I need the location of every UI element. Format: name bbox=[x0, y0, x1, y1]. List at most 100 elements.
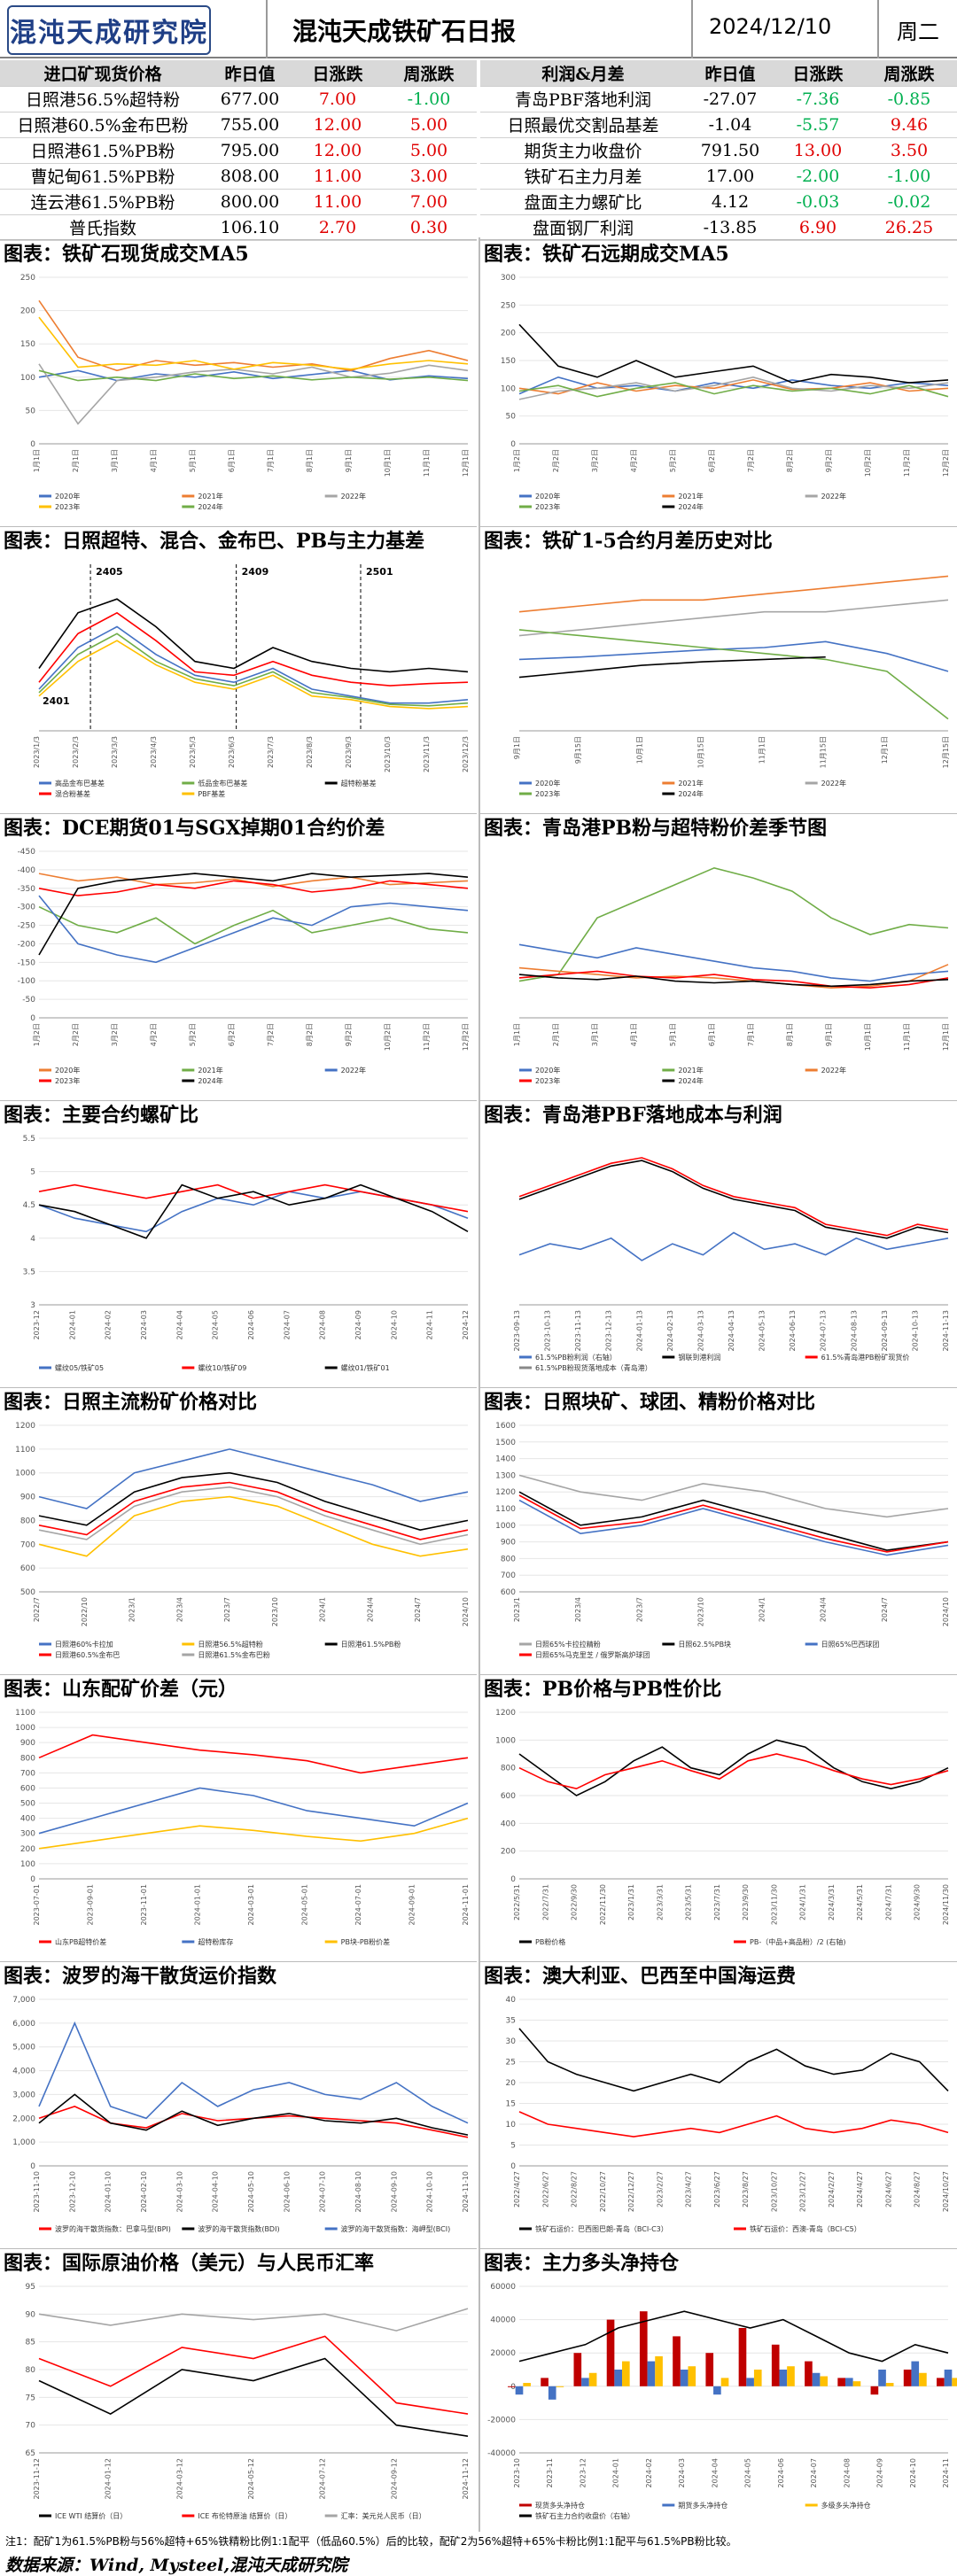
legend-label: 2021年 bbox=[198, 492, 222, 500]
bar bbox=[952, 2378, 957, 2386]
legend-label: 2022年 bbox=[821, 1066, 846, 1075]
legend-label: ICE WTI 结算价（日） bbox=[55, 2511, 127, 2520]
x-tick-label: 2023/4 bbox=[574, 1597, 582, 1622]
series-line bbox=[518, 376, 949, 400]
series-line bbox=[518, 1499, 949, 1556]
row-day-change: 12.00 bbox=[294, 112, 381, 138]
chart-panel: 图表：日照主流粉矿价格对比 500 600 700 800 900 1000 1100 1200… bbox=[0, 1387, 477, 1673]
x-tick-label: 2月2日 bbox=[72, 1023, 80, 1046]
series-line bbox=[518, 575, 949, 613]
row-value: 755.00 bbox=[206, 112, 294, 138]
legend-label: 2023年 bbox=[55, 502, 80, 511]
legend-label: 2024年 bbox=[678, 502, 703, 511]
bar bbox=[548, 2386, 556, 2400]
row-week-change: 3.00 bbox=[381, 163, 477, 190]
y-tick-label: 0 bbox=[510, 1875, 516, 1884]
legend-label: 2020年 bbox=[535, 492, 560, 500]
y-tick-label: 2,000 bbox=[12, 2114, 35, 2123]
x-tick-label: 5月1日 bbox=[189, 449, 197, 472]
y-tick-label: -200 bbox=[18, 940, 36, 949]
chart-panel: 图表：主要合约螺矿比 3 3.5 4 4.5 5 5.5 2023-12 2024-01 2024… bbox=[0, 1100, 477, 1386]
series-line bbox=[38, 632, 469, 707]
legend-label: 超特粉库存 bbox=[198, 1937, 233, 1946]
table-row: 铁矿石主力月差 17.00 -2.00 -1.00 bbox=[480, 163, 957, 190]
x-tick-label: 2023/2/27 bbox=[656, 2171, 664, 2207]
row-week-change: -1.00 bbox=[861, 163, 957, 190]
x-tick-label: 2024-09-13 bbox=[881, 1310, 889, 1352]
y-tick-label: 1600 bbox=[495, 1422, 516, 1431]
y-tick-label: 0 bbox=[510, 2162, 516, 2171]
y-tick-label: 0 bbox=[30, 440, 35, 449]
row-value: -1.04 bbox=[686, 112, 774, 138]
x-tick-label: 8月2日 bbox=[306, 1023, 314, 1046]
bar bbox=[673, 2336, 681, 2386]
series-line bbox=[38, 625, 469, 704]
x-tick-label: 10月1日 bbox=[864, 1023, 872, 1051]
bar bbox=[844, 2378, 853, 2386]
x-tick-label: 2024-10 bbox=[390, 1310, 398, 1339]
x-tick-label: 1月1日 bbox=[513, 1023, 521, 1046]
x-tick-label: 10月1日 bbox=[384, 449, 392, 477]
x-tick-label: 2024-11-12 bbox=[462, 2458, 470, 2500]
legend-label: 2024年 bbox=[198, 1076, 222, 1085]
x-tick-label: 3月2日 bbox=[111, 1023, 119, 1046]
y-tick-label: 800 bbox=[501, 1555, 516, 1563]
series-line bbox=[38, 2308, 469, 2332]
x-tick-label: 2023-12 bbox=[33, 1310, 41, 1339]
x-tick-label: 2022/7 bbox=[33, 1597, 41, 1622]
y-tick-label: 1100 bbox=[15, 1709, 35, 1718]
bar bbox=[655, 2355, 663, 2386]
y-tick-label: 400 bbox=[20, 1815, 35, 1824]
y-tick-label: 10 bbox=[506, 2121, 517, 2130]
x-tick-label: 2024-05-01 bbox=[301, 1884, 309, 1926]
chart-panel: 图表：PB价格与PB性价比 0 200 400 600 800 1000 1200 2022/5… bbox=[480, 1674, 957, 1960]
legend-label: 多级多头净持仓 bbox=[821, 2501, 871, 2510]
y-tick-label: -300 bbox=[18, 904, 36, 912]
series-line bbox=[518, 1231, 949, 1261]
series-line bbox=[518, 1494, 949, 1553]
y-tick-label: 100 bbox=[20, 1860, 35, 1869]
row-day-change: 6.90 bbox=[774, 214, 861, 241]
x-tick-label: 2024/5/31 bbox=[856, 1884, 864, 1920]
legend-label: PB-（中品+高品粉）/2 (右轴) bbox=[750, 1937, 845, 1946]
x-tick-label: 12月1日 bbox=[462, 449, 470, 477]
x-tick-label: 9月15日 bbox=[574, 736, 582, 764]
x-tick-label: 11月2日 bbox=[423, 1023, 431, 1051]
chart-svg: 600 700 800 900 1000 1100 1200 1300 1400 1500 1600… bbox=[495, 1422, 950, 1659]
x-tick-label: 7月1日 bbox=[747, 1023, 755, 1046]
x-tick-label: 2022/5/31 bbox=[513, 1884, 521, 1920]
x-tick-label: 2023/7 bbox=[635, 1597, 643, 1622]
chart-svg: 0 50 100 150 200 250 1月1日 2月1日 3月1日 4月1日 5月1日 6月1日 7… bbox=[20, 274, 470, 511]
bar bbox=[541, 2378, 549, 2386]
series-line bbox=[518, 964, 949, 989]
series-line bbox=[518, 2028, 949, 2092]
y-tick-label: 1400 bbox=[495, 1455, 516, 1464]
series-line bbox=[38, 611, 469, 687]
bar bbox=[753, 2370, 762, 2386]
chart-title: 图表：日照超特、混合、金布巴、PB与主力基差 bbox=[4, 530, 425, 553]
bar bbox=[639, 2311, 648, 2386]
legend-label: 日照港60%卡拉加 bbox=[55, 1640, 113, 1649]
row-value: 4.12 bbox=[686, 189, 774, 215]
x-tick-label: 11月15日 bbox=[820, 736, 828, 768]
legend-label: 61.5%青岛港PB粉矿现货价 bbox=[821, 1353, 910, 1362]
series-line bbox=[38, 598, 469, 673]
chart-svg: 2023/1/3 2023/2/3 2023/3/3 2023/4/3 2023/5/3… bbox=[33, 564, 470, 798]
bar bbox=[581, 2378, 589, 2386]
row-name: 日照港56.5%超特粉 bbox=[0, 86, 206, 113]
row-name: 连云港61.5%PB粉 bbox=[0, 189, 206, 215]
report-weekday: 周二 bbox=[897, 19, 939, 44]
chart-svg: 0 5 10 15 20 25 30 35 40 2022/4/27 2022/6/27 2022/8… bbox=[506, 1996, 950, 2233]
x-tick-label: 2023/2/3 bbox=[72, 736, 80, 768]
legend-label: 低品金布巴基差 bbox=[198, 779, 247, 788]
y-tick-label: 65 bbox=[26, 2449, 35, 2458]
legend-label: 山东PB超特价差 bbox=[55, 1937, 106, 1946]
column-header: 利润&月差 bbox=[480, 60, 686, 87]
legend-label: 混合粉基差 bbox=[55, 789, 90, 798]
bar bbox=[812, 2372, 821, 2386]
y-tick-label: 150 bbox=[20, 340, 35, 349]
series-line bbox=[518, 866, 949, 982]
x-tick-label: 2024-05-12 bbox=[247, 2458, 255, 2500]
x-tick-label: 2023-12-13 bbox=[605, 1310, 613, 1352]
row-day-change: -2.00 bbox=[774, 163, 861, 190]
